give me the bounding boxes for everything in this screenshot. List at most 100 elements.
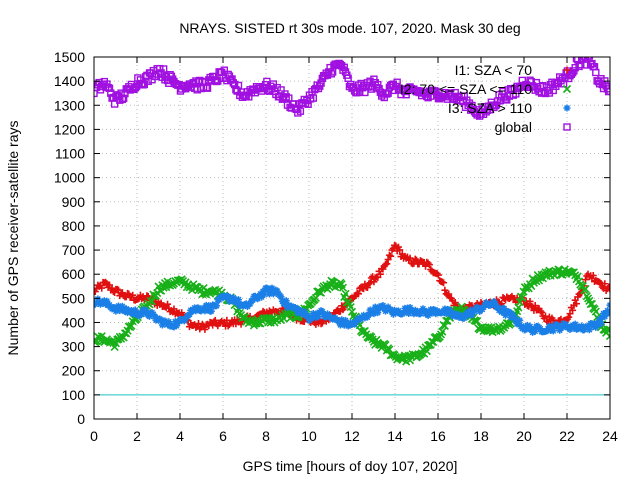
data-point [390, 86, 399, 95]
y-tick-label: 1300 [54, 97, 85, 113]
data-point [542, 312, 549, 320]
x-tick-label: 12 [344, 428, 360, 444]
data-point [352, 318, 360, 326]
data-point [371, 303, 379, 311]
legend-item: global [495, 119, 571, 135]
y-tick-label: 300 [62, 339, 86, 355]
data-point [598, 314, 606, 322]
data-point [489, 300, 497, 308]
data-point [402, 307, 410, 315]
data-point [234, 296, 242, 304]
data-point [200, 304, 208, 312]
x-tick-label: 0 [90, 428, 98, 444]
legend-item: I2: 70 <= SZA <= 110 [400, 81, 572, 97]
data-point [105, 84, 114, 92]
x-tick-label: 16 [430, 428, 446, 444]
data-point [389, 310, 397, 318]
axis-ticks [93, 56, 611, 420]
data-point [125, 290, 133, 298]
data-point [498, 308, 506, 316]
data-point [158, 321, 166, 329]
data-point [119, 94, 128, 102]
data-point [394, 307, 402, 315]
data-point [314, 313, 322, 321]
data-point [268, 284, 276, 292]
data-point [281, 300, 289, 308]
data-point [586, 299, 595, 309]
y-tick-label: 800 [62, 218, 86, 234]
legend-label: I1: SZA < 70 [455, 62, 533, 78]
data-point [526, 297, 534, 305]
chart-title: NRAYS. SISTED rt 30s mode. 107, 2020. Ma… [179, 20, 520, 36]
data-point [567, 268, 576, 277]
data-point [538, 308, 546, 316]
data-point [144, 77, 152, 86]
data-point [512, 317, 520, 325]
data-point [105, 301, 113, 309]
data-point [207, 307, 215, 315]
y-tick-label: 700 [62, 242, 86, 258]
data-point [424, 311, 432, 319]
data-point [411, 255, 419, 263]
data-point [451, 299, 459, 307]
data-point [185, 310, 193, 318]
data-point [338, 283, 348, 292]
series-layer [94, 57, 610, 366]
data-point [581, 276, 589, 284]
legend: I1: SZA < 70 I2: 70 <= SZA <= 110 I3: SZA … [400, 62, 572, 135]
legend-item: I1: SZA < 70 [455, 62, 571, 78]
data-point [118, 302, 126, 310]
data-point [304, 312, 312, 320]
data-point [571, 320, 579, 328]
x-tick-label: 4 [176, 428, 184, 444]
data-point [309, 94, 317, 102]
data-point [211, 316, 219, 324]
data-point [269, 290, 277, 298]
data-point [159, 283, 168, 292]
data-point [584, 322, 592, 330]
data-point [293, 305, 301, 313]
data-point [536, 325, 544, 333]
data-point [605, 309, 610, 317]
data-point [264, 286, 272, 294]
data-point [249, 296, 257, 304]
data-point [602, 310, 610, 318]
y-tick-label: 1500 [54, 49, 85, 65]
data-point [318, 308, 326, 316]
data-point [374, 309, 382, 317]
data-point [312, 314, 320, 322]
data-point [445, 290, 453, 298]
data-point [102, 278, 110, 286]
data-point [258, 293, 266, 301]
data-point [138, 310, 146, 318]
data-point [491, 299, 499, 307]
data-point [464, 311, 472, 319]
x-tick-labels: 0 2 4 6 8 10 12 14 16 18 20 22 24 [90, 428, 618, 444]
data-point [446, 307, 454, 315]
data-point [563, 104, 571, 112]
data-point [387, 305, 395, 313]
x-tick-label: 18 [473, 428, 489, 444]
data-point [296, 307, 304, 315]
data-point [492, 101, 501, 109]
y-tick-labels: 0 100 200 300 400 500 600 700 800 900 1000 1100 1200… [54, 49, 85, 427]
data-point [391, 306, 399, 314]
data-point [102, 300, 110, 308]
data-point [569, 306, 577, 314]
data-point [259, 287, 267, 295]
grid [94, 57, 610, 419]
data-point [201, 325, 209, 333]
data-point [596, 278, 604, 286]
series-i2-70-sza-110 [94, 265, 610, 366]
data-point [589, 272, 597, 280]
data-point [425, 308, 433, 316]
data-point [385, 251, 393, 259]
data-point [282, 297, 290, 305]
series-global [94, 57, 610, 120]
data-point [201, 307, 209, 315]
data-point [416, 310, 424, 318]
data-point [406, 254, 414, 262]
data-point [127, 321, 136, 330]
data-point [173, 322, 181, 330]
data-point [205, 302, 213, 310]
